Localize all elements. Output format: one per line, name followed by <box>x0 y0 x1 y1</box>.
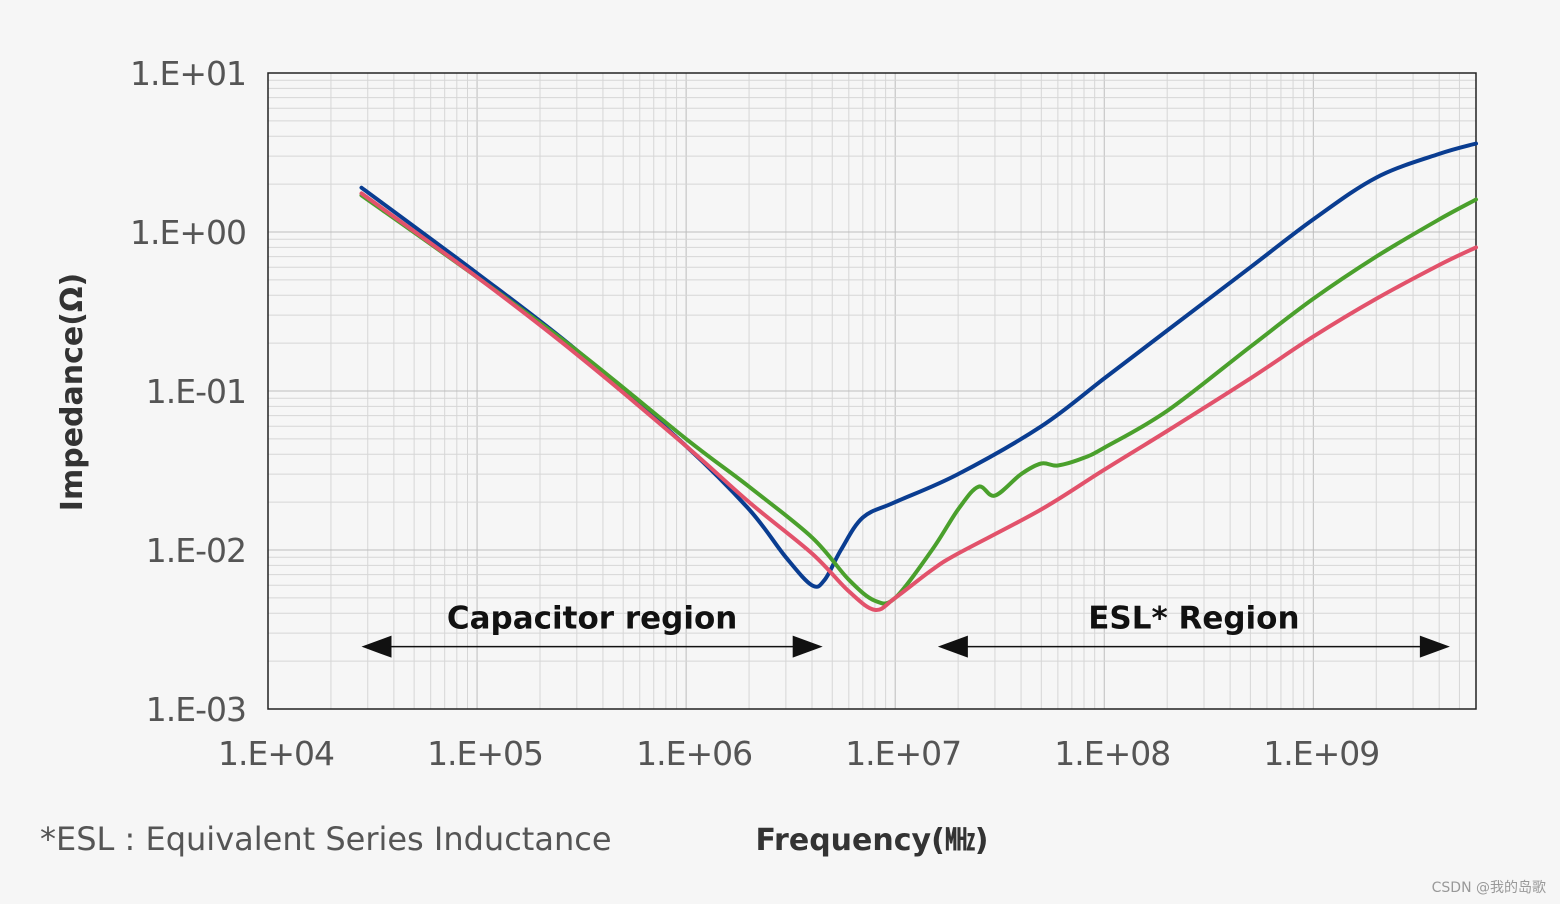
annotations: Capacitor region ESL* Region <box>361 601 1450 658</box>
series-line-2 <box>359 193 1478 606</box>
y-tick-label: 1.E-02 <box>146 531 246 570</box>
y-tick-label: 1.E-01 <box>146 372 246 411</box>
x-axis-ticks: 1.E+04 1.E+05 1.E+06 1.E+07 1.E+08 1.E+09 <box>218 734 1380 773</box>
series-line-1 <box>359 141 1478 589</box>
watermark: CSDN @我的岛歌 <box>1432 880 1546 896</box>
arrowhead-right <box>1419 635 1450 658</box>
y-tick-label: 1.E-03 <box>146 690 246 729</box>
region-label-1: Capacitor region <box>447 601 737 637</box>
arrowhead-left <box>937 635 968 658</box>
arrowhead-left <box>361 635 392 658</box>
footnote: *ESL : Equivalent Series Inductance <box>40 820 612 858</box>
plot-frame <box>267 72 1477 710</box>
x-tick-label: 1.E+08 <box>1054 734 1170 773</box>
x-tick-label: 1.E+05 <box>427 734 543 773</box>
x-tick-label: 1.E+09 <box>1263 734 1379 773</box>
x-axis-label: Frequency(㎒) <box>755 823 988 858</box>
x-tick-label: 1.E+06 <box>636 734 752 773</box>
grid <box>267 73 1477 710</box>
y-tick-label: 1.E+00 <box>130 213 246 252</box>
y-tick-label: 1.E+01 <box>130 54 246 93</box>
x-tick-label: 1.E+04 <box>218 734 334 773</box>
y-axis-label: Impedance(Ω) <box>55 273 90 511</box>
region-label-2: ESL* Region <box>1088 601 1299 637</box>
y-axis-ticks: 1.E-03 1.E-02 1.E-01 1.E+00 1.E+01 <box>130 54 247 729</box>
x-tick-label: 1.E+07 <box>845 734 961 773</box>
arrowhead-right <box>792 635 823 658</box>
series-line-3 <box>359 191 1478 612</box>
series-group <box>359 141 1478 612</box>
